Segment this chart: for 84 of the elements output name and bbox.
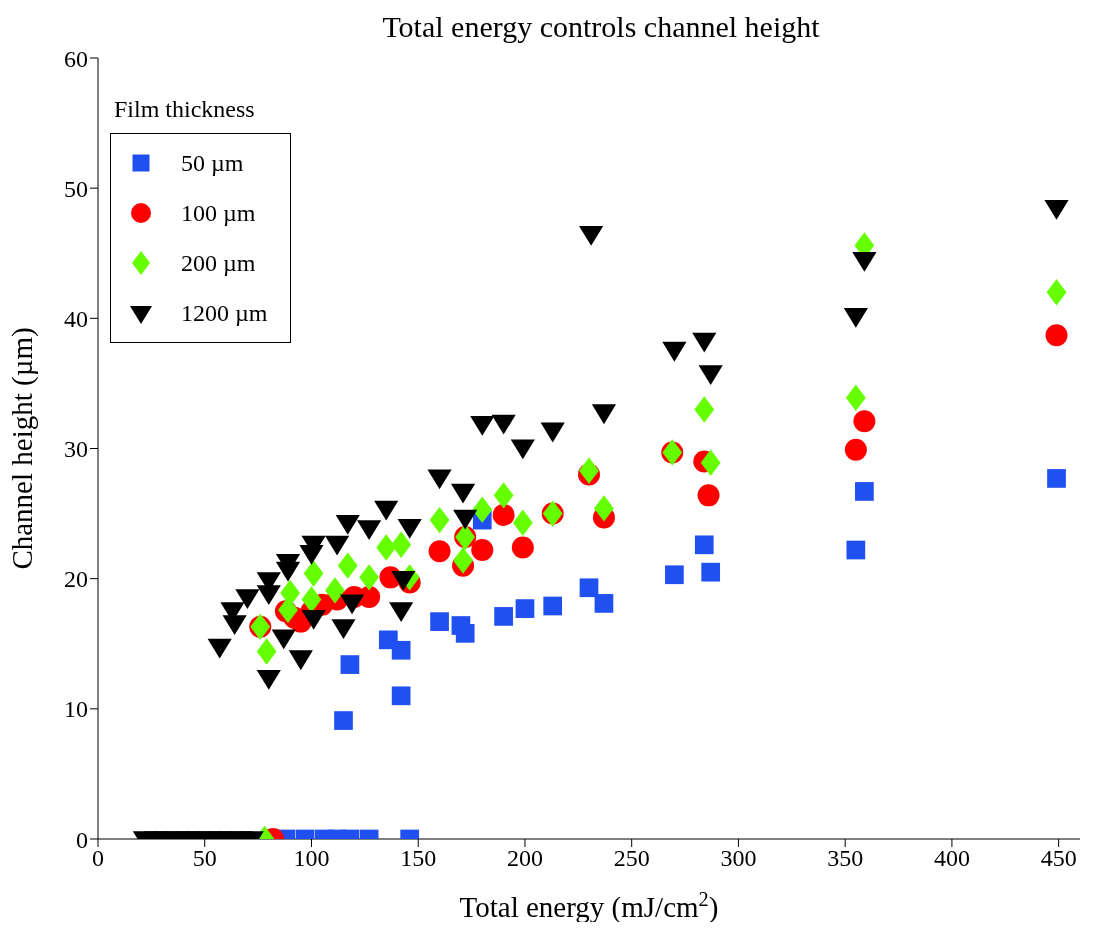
point (579, 226, 604, 246)
point (391, 531, 412, 559)
point (512, 509, 533, 536)
point (430, 612, 449, 631)
point (391, 640, 411, 660)
point (427, 469, 452, 490)
point (579, 578, 599, 598)
y-tick-label: 60 (64, 45, 88, 72)
x-tick-label: 250 (613, 845, 650, 872)
y-tick-label: 40 (64, 305, 88, 332)
point (376, 534, 397, 561)
legend-label: 100 µm (181, 199, 256, 227)
legend-title: Film thickness (114, 96, 256, 123)
point (335, 514, 360, 535)
point (470, 416, 495, 436)
point (665, 565, 684, 585)
point (492, 503, 515, 526)
point (694, 396, 715, 423)
point (337, 552, 358, 579)
point (357, 520, 382, 540)
point (701, 562, 721, 582)
point (697, 484, 720, 507)
point (515, 599, 535, 618)
point (303, 560, 324, 587)
point (491, 414, 516, 435)
x-tick-label: 450 (1040, 845, 1077, 872)
point (591, 404, 617, 425)
x-tick-label: 300 (720, 845, 757, 872)
point (325, 535, 350, 556)
y-tick-label: 50 (64, 175, 88, 202)
point (471, 539, 494, 562)
point (700, 449, 721, 477)
point (855, 482, 874, 501)
legend-label: 50 µm (181, 149, 244, 177)
point (391, 570, 416, 591)
point (429, 506, 450, 534)
point (844, 438, 867, 461)
y-axis-title: Channel height (µm) (6, 327, 39, 570)
point (256, 638, 277, 665)
point (662, 341, 687, 362)
point (472, 496, 493, 523)
point (374, 500, 399, 521)
point (391, 686, 411, 706)
point (494, 607, 513, 626)
point (853, 410, 876, 433)
point (594, 594, 614, 613)
point (301, 586, 322, 613)
point (594, 495, 614, 522)
x-tick-label: 100 (293, 845, 330, 872)
y-tick-label: 30 (64, 436, 88, 463)
x-tick-label: 200 (506, 845, 543, 872)
point (511, 536, 534, 559)
point (493, 482, 514, 509)
y-tick-label: 0 (76, 826, 88, 853)
point (852, 252, 877, 272)
point (540, 422, 565, 443)
point (694, 535, 714, 555)
x-tick-label: 350 (827, 845, 864, 872)
point (450, 483, 476, 504)
point (543, 596, 563, 616)
point (325, 577, 345, 604)
x-tick-label: 400 (933, 845, 970, 872)
point (453, 509, 478, 530)
x-tick-label: 50 (192, 845, 217, 872)
y-tick-label: 10 (64, 696, 88, 723)
point (1047, 469, 1066, 488)
point (397, 518, 422, 539)
point (692, 332, 717, 353)
point (698, 365, 723, 386)
chart-title: Total energy controls channel height (381, 10, 821, 44)
legend-label: 1200 µm (181, 299, 268, 327)
y-tick-label: 20 (64, 566, 88, 593)
point (455, 623, 475, 643)
point (453, 547, 473, 574)
x-tick-label: 150 (400, 845, 437, 872)
point (510, 439, 535, 460)
point (334, 711, 353, 730)
point (428, 540, 451, 563)
point (579, 457, 599, 484)
point (359, 564, 380, 591)
legend-label: 200 µm (181, 249, 256, 277)
point (846, 540, 866, 560)
point (843, 308, 868, 328)
point (340, 655, 360, 674)
